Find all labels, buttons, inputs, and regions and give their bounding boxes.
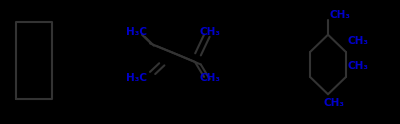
Text: CH₃: CH₃: [330, 10, 351, 20]
Text: CH₃: CH₃: [200, 73, 221, 83]
Text: CH₃: CH₃: [200, 27, 221, 37]
Text: CH₃: CH₃: [347, 36, 368, 46]
Text: CH₃: CH₃: [347, 61, 368, 71]
Text: CH₃: CH₃: [324, 98, 345, 108]
Text: H₃C: H₃C: [126, 27, 147, 37]
Text: H₃C: H₃C: [126, 73, 147, 83]
